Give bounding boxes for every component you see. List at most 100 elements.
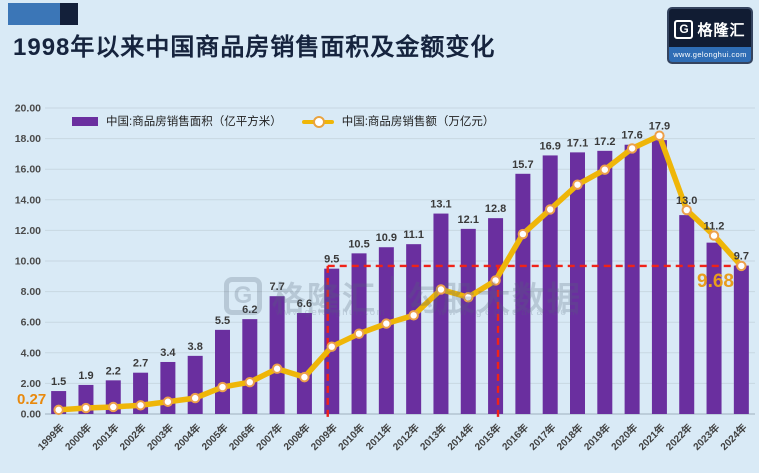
y-axis-tick-label: 20.00 [15,103,41,115]
line-marker-2024年 [736,260,747,272]
line-marker-2012年 [408,310,419,321]
x-axis-tick-label: 2002年 [117,421,149,453]
line-start-value-label: 0.27 [17,391,47,408]
bar-2014年 [460,228,476,414]
line-marker-2010年 [353,328,365,339]
x-axis-tick-label: 2001年 [89,421,121,453]
bar-2011年 [378,247,394,414]
bar-2015年 [488,218,504,414]
bar-2021年 [651,140,667,414]
bar-value-label: 5.5 [215,315,230,327]
legend-bar-swatch [72,116,98,126]
bar-2018年 [570,152,585,414]
bar-value-label: 1.9 [78,370,93,382]
x-axis-tick-label: 1999年 [35,421,67,453]
bar-value-label: 6.6 [297,298,312,310]
legend-line-marker-icon [301,115,334,128]
line-marker-2003年 [162,396,174,407]
bar-value-label: 11.1 [403,229,424,241]
bar-value-label: 6.2 [242,304,257,316]
bar-value-label: 17.6 [621,130,642,142]
x-axis-tick-label: 2022年 [663,421,695,453]
bar-2019年 [597,150,613,414]
y-axis-tick-label: 12.00 [15,225,41,237]
header-accent-blue [8,3,60,25]
bar-value-label: 9.7 [734,251,749,263]
x-axis-tick-label: 2015年 [472,421,504,453]
bar-value-label: 3.4 [160,347,176,359]
bar-value-label: 10.9 [376,232,397,244]
bar-2004年 [187,355,203,414]
line-marker-2019年 [599,164,611,175]
x-axis-tick-label: 2011年 [363,421,395,453]
x-axis-tick-label: 2013年 [417,421,449,453]
x-axis-tick-label: 2018年 [554,421,586,453]
y-axis-tick-label: 18.00 [15,133,41,145]
line-marker-1999年 [53,404,64,416]
line-marker-2018年 [572,179,583,190]
line-marker-2021年 [654,130,665,141]
line-marker-2009年 [326,341,337,352]
line-marker-2005年 [217,381,228,393]
gelonghui-logo: G 格隆汇 www.gelonghui.com [667,7,753,64]
logo-brand-row: G 格隆汇 [669,14,751,44]
line-marker-2015年 [490,275,501,286]
bar-value-label: 12.8 [485,203,506,215]
logo-brand-text: 格隆汇 [697,21,746,39]
line-end-value-label: 9.68 [697,271,734,292]
line-marker-2000年 [80,402,92,414]
bar-value-label: 7.7 [269,281,284,293]
x-axis-tick-label: 2024年 [717,421,749,453]
bar-2012年 [406,244,422,414]
line-marker-2022年 [681,204,692,216]
bar-value-label: 17.1 [567,137,588,149]
bar-2023年 [706,242,722,414]
line-marker-2006年 [244,376,256,388]
bar-value-label: 13.0 [676,195,697,207]
bar-value-label: 13.1 [430,199,451,211]
bar-value-label: 16.9 [539,140,560,152]
bar-2008年 [296,313,312,414]
line-marker-2001年 [108,401,119,413]
x-axis-tick-label: 2006年 [226,421,258,453]
bar-2007年 [269,296,285,414]
bar-value-label: 15.7 [512,159,533,171]
bar-value-label: 12.1 [458,214,479,226]
bar-2006年 [242,319,258,414]
x-axis-tick-label: 2017年 [526,421,558,453]
y-axis-tick-label: 14.00 [15,194,41,206]
y-axis-tick-label: 10.00 [15,256,41,268]
line-marker-2020年 [626,143,638,154]
header-accent-navy [60,3,78,25]
line-marker-2014年 [463,292,474,303]
gelonghui-g-icon: G [674,19,694,39]
bar-2024年 [733,265,749,414]
bar-2005年 [215,329,230,414]
x-axis-tick-label: 2008年 [281,421,313,453]
legend-bar-label: 中国:商品房销售面积（亿平方米） [106,116,282,128]
line-marker-2013年 [435,284,447,295]
y-axis-tick-label: 8.00 [21,286,42,298]
x-axis-tick-label: 2009年 [308,421,340,453]
x-axis-tick-label: 2016年 [499,421,531,453]
x-axis-tick-label: 2000年 [62,421,94,453]
x-axis-tick-label: 2010年 [335,421,367,453]
x-axis-tick-label: 2007年 [253,421,285,453]
bar-value-label: 9.5 [324,254,339,266]
x-axis-tick-label: 2005年 [199,421,231,453]
line-marker-2016年 [517,228,529,240]
bar-value-label: 2.2 [106,365,121,377]
x-axis-tick-label: 2020年 [608,421,640,453]
bar-2013年 [433,213,449,414]
x-axis-tick-label: 2014年 [444,421,476,453]
x-axis-tick-label: 2004年 [171,421,203,453]
bar-value-label: 17.2 [594,136,615,148]
x-axis-tick-label: 2021年 [636,421,668,453]
line-marker-2008年 [299,371,310,383]
logo-url-strip: www.gelonghui.com [669,47,751,62]
logo-url-text: www.gelonghui.com [673,50,747,59]
page-title: 1998年以来中国商品房销售面积及金额变化 [13,34,496,61]
bar-value-label: 1.5 [51,376,66,388]
line-marker-2017年 [544,204,556,215]
